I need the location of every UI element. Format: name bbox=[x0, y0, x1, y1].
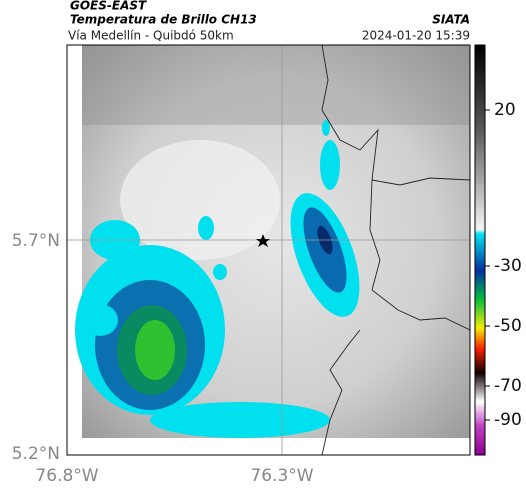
satellite-image bbox=[67, 45, 470, 455]
lat-tick-label: 5.2°N bbox=[12, 444, 60, 464]
caption: Vía Medellín - Quibdó 50km bbox=[68, 29, 234, 43]
lon-tick-label: 76.8°W bbox=[35, 466, 98, 486]
timestamp: 2024-01-20 15:39 bbox=[362, 29, 470, 43]
map-frame bbox=[66, 44, 471, 456]
colorbar-tick-label: -30 bbox=[494, 256, 522, 276]
colorbar-ticks: 20 -30 -50 -70 -90 bbox=[485, 100, 522, 430]
colorbar-tick-label: 20 bbox=[494, 100, 516, 120]
colorbar-tick-label: -90 bbox=[494, 410, 522, 430]
title: GOES-EAST bbox=[70, 0, 147, 13]
lat-tick-label: 5.7°N bbox=[12, 231, 60, 251]
colorbar bbox=[474, 44, 486, 456]
colorbar-tick-label: -50 bbox=[494, 316, 522, 336]
colorbar-tick-label: -70 bbox=[494, 376, 522, 396]
subtitle: Temperatura de Brillo CH13 bbox=[70, 13, 257, 27]
lon-tick-label: 76.3°W bbox=[250, 466, 313, 486]
org-title: SIATA bbox=[432, 13, 470, 27]
